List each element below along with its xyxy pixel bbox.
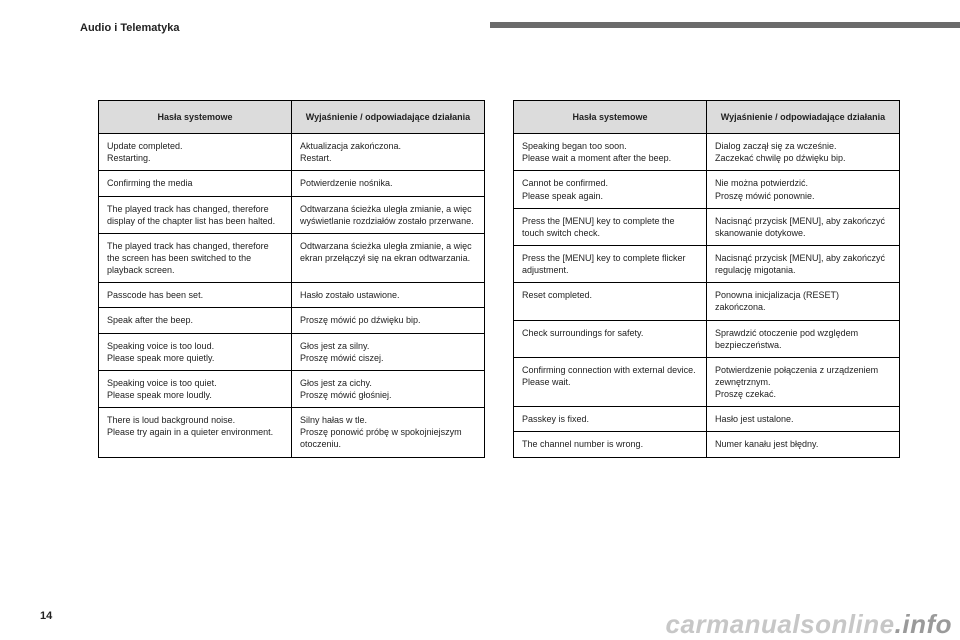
table-row: Speaking voice is too quiet.Please speak… <box>99 370 485 407</box>
table-cell: The played track has changed, therefore … <box>99 233 292 282</box>
tables-container: Hasła systemowe Wyjaśnienie / odpowiadaj… <box>98 100 900 458</box>
table-cell: Ponowna inicjalizacja (RESET) zakończona… <box>707 283 900 320</box>
page-title: Audio i Telematyka <box>80 22 179 34</box>
table-cell: Potwierdzenie połączenia z urządzeniem z… <box>707 357 900 406</box>
table-cell: Aktualizacja zakończona.Restart. <box>292 134 485 171</box>
table-cell: Głos jest za cichy.Proszę mówić głośniej… <box>292 370 485 407</box>
table-cell: Nacisnąć przycisk [MENU], aby zakończyć … <box>707 208 900 245</box>
table-cell: Hasło zostało ustawione. <box>292 283 485 308</box>
table-row: The channel number is wrong.Numer kanału… <box>514 432 900 457</box>
table-row: There is loud background noise.Please tr… <box>99 408 485 457</box>
table-cell: Confirming the media <box>99 171 292 196</box>
table-cell: There is loud background noise.Please tr… <box>99 408 292 457</box>
table-cell: Nacisnąć przycisk [MENU], aby zakończyć … <box>707 245 900 282</box>
table-cell: Odtwarzana ścieżka uległa zmianie, a wię… <box>292 196 485 233</box>
table-row: Press the [MENU] key to complete the tou… <box>514 208 900 245</box>
col-header-system: Hasła systemowe <box>514 101 707 134</box>
table-cell: Check surroundings for safety. <box>514 320 707 357</box>
watermark: carmanualsonline.info <box>666 609 952 640</box>
table-cell: Hasło jest ustalone. <box>707 407 900 432</box>
table-row: Speaking voice is too loud.Please speak … <box>99 333 485 370</box>
table-header-row: Hasła systemowe Wyjaśnienie / odpowiadaj… <box>514 101 900 134</box>
table-cell: Update completed.Restarting. <box>99 134 292 171</box>
table-cell: Dialog zaczął się za wcześnie.Zaczekać c… <box>707 134 900 171</box>
table-cell: Press the [MENU] key to complete flicker… <box>514 245 707 282</box>
table-row: Press the [MENU] key to complete flicker… <box>514 245 900 282</box>
table-cell: Sprawdzić otoczenie pod względem bezpiec… <box>707 320 900 357</box>
watermark-left: carmanualsonline <box>666 609 895 639</box>
table-row: Speaking began too soon.Please wait a mo… <box>514 134 900 171</box>
table-cell: Speaking voice is too quiet.Please speak… <box>99 370 292 407</box>
table-cell: Cannot be confirmed.Please speak again. <box>514 171 707 208</box>
table-cell: Speaking began too soon.Please wait a mo… <box>514 134 707 171</box>
left-table: Hasła systemowe Wyjaśnienie / odpowiadaj… <box>98 100 485 458</box>
table-cell: Odtwarzana ścieżka uległa zmianie, a wię… <box>292 233 485 282</box>
table-cell: Passcode has been set. <box>99 283 292 308</box>
col-header-explanation: Wyjaśnienie / odpowiadające działania <box>707 101 900 134</box>
page-number: 14 <box>40 610 52 622</box>
table-row: Confirming the mediaPotwierdzenie nośnik… <box>99 171 485 196</box>
top-divider-bar <box>490 22 960 28</box>
table-cell: Proszę mówić po dźwięku bip. <box>292 308 485 333</box>
table-row: The played track has changed, therefore … <box>99 196 485 233</box>
table-row: Reset completed.Ponowna inicjalizacja (R… <box>514 283 900 320</box>
watermark-right: .info <box>895 609 952 639</box>
right-table: Hasła systemowe Wyjaśnienie / odpowiadaj… <box>513 100 900 458</box>
right-table-body: Speaking began too soon.Please wait a mo… <box>514 134 900 457</box>
table-cell: Press the [MENU] key to complete the tou… <box>514 208 707 245</box>
table-row: Update completed.Restarting.Aktualizacja… <box>99 134 485 171</box>
table-cell: Nie można potwierdzić.Proszę mówić ponow… <box>707 171 900 208</box>
table-cell: Głos jest za silny.Proszę mówić ciszej. <box>292 333 485 370</box>
table-cell: Potwierdzenie nośnika. <box>292 171 485 196</box>
table-cell: Passkey is fixed. <box>514 407 707 432</box>
table-row: Speak after the beep.Proszę mówić po dźw… <box>99 308 485 333</box>
table-cell: Reset completed. <box>514 283 707 320</box>
table-row: Passkey is fixed.Hasło jest ustalone. <box>514 407 900 432</box>
table-cell: The channel number is wrong. <box>514 432 707 457</box>
table-row: The played track has changed, therefore … <box>99 233 485 282</box>
table-row: Cannot be confirmed.Please speak again.N… <box>514 171 900 208</box>
table-cell: Confirming connection with external devi… <box>514 357 707 406</box>
col-header-system: Hasła systemowe <box>99 101 292 134</box>
left-table-body: Update completed.Restarting.Aktualizacja… <box>99 134 485 457</box>
table-cell: Silny hałas w tle.Proszę ponowić próbę w… <box>292 408 485 457</box>
table-cell: Speak after the beep. <box>99 308 292 333</box>
table-header-row: Hasła systemowe Wyjaśnienie / odpowiadaj… <box>99 101 485 134</box>
col-header-explanation: Wyjaśnienie / odpowiadające działania <box>292 101 485 134</box>
table-cell: Speaking voice is too loud.Please speak … <box>99 333 292 370</box>
table-row: Confirming connection with external devi… <box>514 357 900 406</box>
table-cell: The played track has changed, therefore … <box>99 196 292 233</box>
table-row: Passcode has been set.Hasło zostało usta… <box>99 283 485 308</box>
table-row: Check surroundings for safety.Sprawdzić … <box>514 320 900 357</box>
table-cell: Numer kanału jest błędny. <box>707 432 900 457</box>
